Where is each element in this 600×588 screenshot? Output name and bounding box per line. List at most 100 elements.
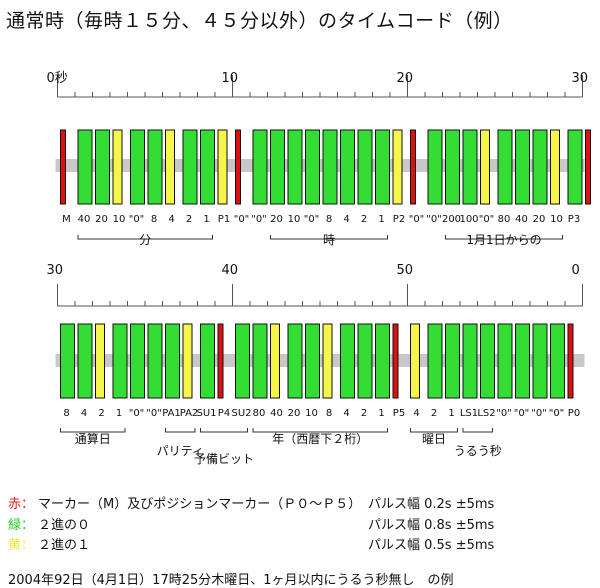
pulse-bit-one — [112, 129, 123, 205]
bit-label: "0" — [514, 408, 530, 419]
bit-label: 2 — [186, 214, 192, 225]
bit-label: 2 — [361, 408, 367, 419]
bit-label: 40 — [515, 214, 528, 225]
bit-label: "0" — [496, 408, 512, 419]
pulse-bit-zero — [147, 323, 163, 399]
pulse-bit-zero — [287, 323, 303, 399]
bit-label: "0" — [129, 408, 145, 419]
pulse-bit-zero — [252, 129, 268, 205]
bit-label: 1 — [116, 408, 122, 419]
group-bracket — [60, 428, 126, 433]
group-bracket — [77, 235, 213, 240]
pulse-bit-zero — [515, 129, 530, 205]
pulse-bit-zero — [305, 323, 320, 399]
pulse-bit-zero — [270, 129, 285, 205]
bit-label: 4 — [343, 214, 349, 225]
pulse-bit-zero — [497, 129, 513, 205]
scale-label: 30 — [572, 71, 589, 86]
footer-note: 2004年92日（4月1日）17時25分木曜日、1ヶ月以内にうるう秒無し の例 — [8, 573, 454, 588]
bit-label: P2 — [393, 214, 405, 225]
pulse-bit-one — [165, 129, 175, 205]
pulse-bit-zero — [112, 323, 128, 399]
pulse-marker — [410, 129, 416, 205]
pulse-bit-zero — [77, 323, 93, 399]
bit-label: "0" — [531, 408, 547, 419]
pulse-bit-one — [322, 323, 333, 399]
bit-label: 1 — [378, 214, 384, 225]
pulse-bit-zero — [497, 323, 513, 399]
bit-label: 10 — [113, 214, 126, 225]
pulse-marker — [585, 129, 591, 205]
group-bracket — [445, 235, 563, 240]
bit-label: 8 — [326, 408, 332, 419]
bit-label: 1 — [448, 408, 454, 419]
bit-label: P4 — [218, 408, 230, 419]
pulse-bit-one — [392, 129, 403, 205]
bit-label: 2 — [431, 408, 437, 419]
pulse-bit-zero — [130, 129, 145, 205]
bit-label: 20 — [288, 408, 301, 419]
bit-label: 4 — [81, 408, 87, 419]
bit-label: M — [62, 214, 71, 225]
bit-label: 40 — [78, 214, 91, 225]
group-label: 1月1日からの — [466, 233, 541, 247]
pulse-bit-zero — [427, 129, 443, 205]
bit-label: "0" — [146, 408, 162, 419]
legend-desc-yellow: ２進の１ — [38, 538, 91, 553]
bit-label: 8 — [326, 214, 332, 225]
pulse-bit-zero — [550, 323, 565, 399]
pulse-bit-zero — [182, 129, 198, 205]
page-title: 通常時（毎時１５分、４５分以外）のタイムコード（例） — [6, 10, 513, 32]
bit-label: P0 — [568, 408, 580, 419]
bit-label: "0" — [479, 214, 495, 225]
pulse-bit-one — [217, 129, 228, 205]
pulse-bit-one — [410, 323, 420, 399]
bit-label: 20 — [533, 214, 546, 225]
pulse-marker — [217, 323, 224, 399]
pulse-bit-zero — [445, 323, 460, 399]
pulse-bit-one — [95, 323, 105, 399]
scale-label: 0秒 — [47, 71, 68, 86]
bit-label: P5 — [393, 408, 405, 419]
pulse-bit-zero — [445, 129, 460, 205]
bit-label: LS2 — [477, 408, 495, 419]
bit-label: 10 — [550, 214, 563, 225]
group-bracket — [462, 428, 493, 433]
pulse-bit-zero — [340, 129, 355, 205]
bit-label: 40 — [270, 408, 283, 419]
bit-label: "0" — [426, 214, 442, 225]
scale-label: 50 — [397, 263, 414, 278]
group-label: 年（西暦下２桁） — [272, 432, 368, 446]
pulse-bit-zero — [462, 323, 478, 399]
pulse-bit-zero — [200, 129, 215, 205]
bit-label: 200 — [442, 214, 461, 225]
pulse-bit-zero — [340, 323, 355, 399]
pulse-bit-one — [270, 323, 280, 399]
group-label: パリティ — [157, 444, 204, 458]
scale-label: 10 — [222, 71, 239, 86]
bit-label: LS1 — [460, 408, 478, 419]
scale-label: 30 — [47, 263, 64, 278]
pulse-bit-zero — [322, 129, 338, 205]
group-label: 分 — [139, 233, 151, 247]
bit-label: 2 — [98, 408, 104, 419]
legend-key-green: 緑： — [8, 518, 35, 533]
legend-pulse-red: パルス幅 0.2s ±5ms — [368, 497, 495, 512]
bit-label: "0" — [304, 214, 320, 225]
legend-desc-green: ２進の０ — [38, 518, 91, 533]
bit-label: 20 — [95, 214, 108, 225]
bit-label: "0" — [409, 214, 425, 225]
bit-label: 2 — [361, 214, 367, 225]
pulse-marker — [392, 323, 399, 399]
scale-label: 0 — [572, 263, 580, 278]
bit-label: 10 — [305, 408, 318, 419]
pulse-bit-zero — [60, 323, 75, 399]
bit-label: 1 — [378, 408, 384, 419]
pulse-bit-zero — [357, 323, 373, 399]
bit-label: 8 — [63, 408, 69, 419]
bit-label: PA1 — [162, 408, 181, 419]
pulse-bit-zero — [130, 323, 145, 399]
group-label: 予備ビット — [194, 451, 254, 466]
bit-label: 20 — [270, 214, 283, 225]
